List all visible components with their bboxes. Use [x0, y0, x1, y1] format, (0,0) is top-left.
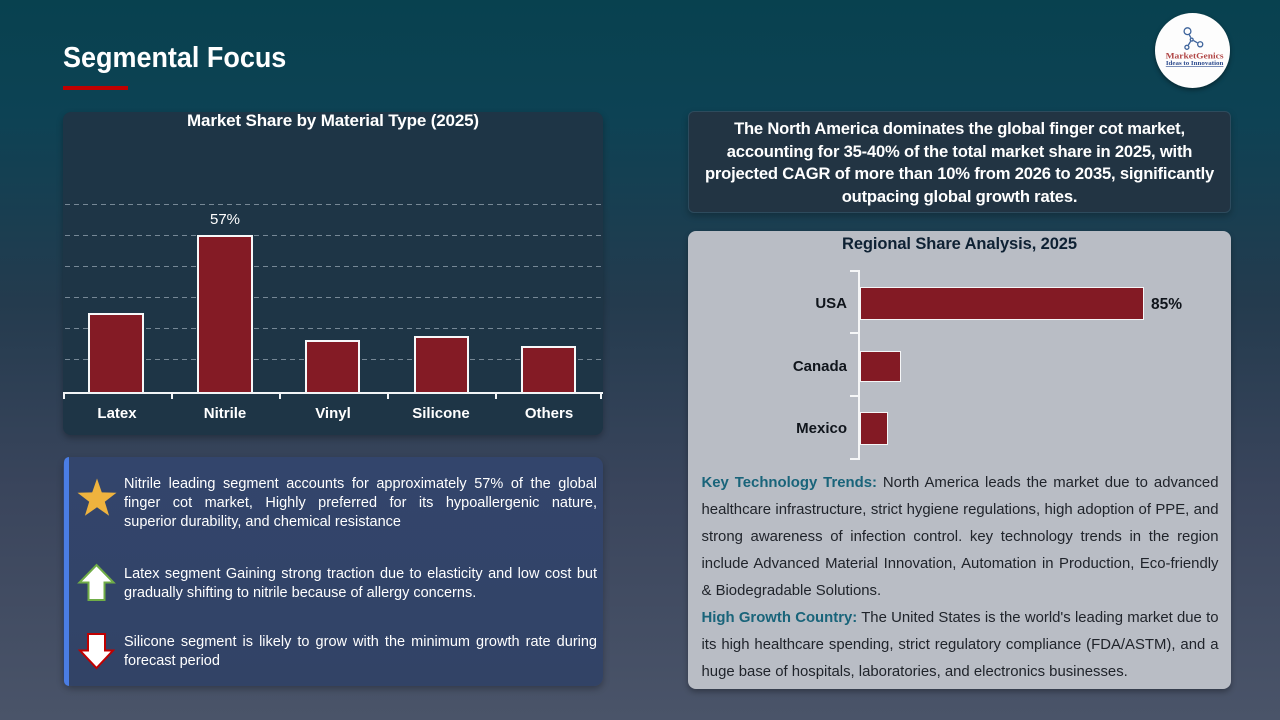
svg-text:Ideas to Innovation: Ideas to Innovation: [1166, 61, 1224, 67]
svg-text:MarketGenics: MarketGenics: [1166, 51, 1225, 61]
